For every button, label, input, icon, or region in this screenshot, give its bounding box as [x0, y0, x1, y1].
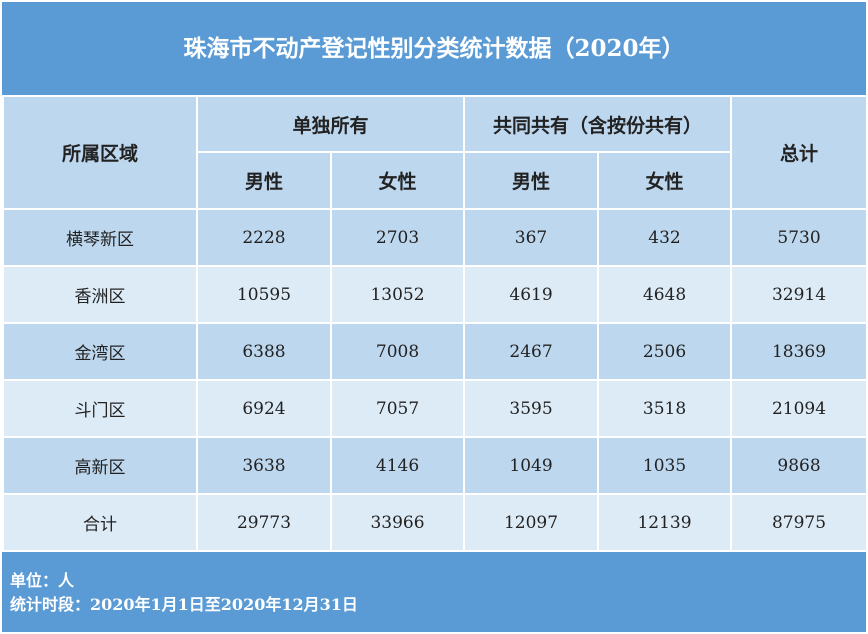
- value-cell: 367: [463, 208, 600, 267]
- region-cell: 金湾区: [2, 322, 198, 381]
- value-cell: 4146: [329, 436, 466, 495]
- value-cell: 33966: [329, 493, 466, 552]
- value-cell: 32914: [730, 265, 868, 324]
- value-cell: 2467: [463, 322, 600, 381]
- value-cell: 12139: [597, 493, 733, 552]
- header-cell: 总计: [730, 95, 868, 210]
- value-cell: 2703: [329, 208, 466, 267]
- table: 所属区域 单独所有 共同共有（含按份共有） 总计 男性 女性 男性 女性 横琴新…: [2, 95, 868, 552]
- header-cell: 所属区域: [2, 95, 198, 210]
- value-cell: 12097: [463, 493, 600, 552]
- value-cell: 3638: [196, 436, 332, 495]
- value-cell: 4619: [463, 265, 600, 324]
- table-row: 斗门区 6924 7057 3595 3518 21094: [2, 379, 868, 438]
- value-cell: 1049: [463, 436, 600, 495]
- value-cell: 5730: [730, 208, 868, 267]
- region-cell: 横琴新区: [2, 208, 198, 267]
- header-cell: 男性: [463, 151, 600, 210]
- footer-unit: 单位：人: [10, 571, 75, 590]
- value-cell: 432: [597, 208, 733, 267]
- table-row: 合计 29773 33966 12097 12139 87975: [2, 493, 868, 552]
- header-cell: 男性: [196, 151, 332, 210]
- value-cell: 7057: [329, 379, 466, 438]
- value-cell: 2228: [196, 208, 332, 267]
- header-cell: 女性: [597, 151, 733, 210]
- value-cell: 29773: [196, 493, 332, 552]
- value-cell: 21094: [730, 379, 868, 438]
- value-cell: 87975: [730, 493, 868, 552]
- table-body: 横琴新区 2228 2703 367 432 5730 香洲区 10595 13052 4619 4…: [2, 208, 868, 552]
- value-cell: 18369: [730, 322, 868, 381]
- value-cell: 9868: [730, 436, 868, 495]
- value-cell: 3518: [597, 379, 733, 438]
- footer-period: 统计时段：2020年1月1日至2020年12月31日: [10, 595, 358, 614]
- value-cell: 4648: [597, 265, 733, 324]
- header-cell: 女性: [329, 151, 466, 210]
- header-cell: 单独所有: [195, 95, 466, 153]
- table-row: 横琴新区 2228 2703 367 432 5730: [2, 208, 868, 267]
- table-row: 高新区 3638 4146 1049 1035 9868: [2, 436, 868, 495]
- value-cell: 3595: [463, 379, 600, 438]
- value-cell: 6924: [196, 379, 332, 438]
- table-row: 金湾区 6388 7008 2467 2506 18369: [2, 322, 868, 381]
- value-cell: 7008: [329, 322, 466, 381]
- region-cell: 香洲区: [2, 265, 198, 324]
- value-cell: 1035: [597, 436, 733, 495]
- header-cell: 共同共有（含按份共有）: [463, 95, 733, 153]
- footer: 单位：人 统计时段：2020年1月1日至2020年12月31日: [2, 552, 866, 617]
- value-cell: 2506: [597, 322, 733, 381]
- region-cell: 斗门区: [2, 379, 198, 438]
- region-cell: 合计: [2, 493, 198, 552]
- value-cell: 10595: [196, 265, 332, 324]
- table-row: 香洲区 10595 13052 4619 4648 32914: [2, 265, 868, 324]
- value-cell: 6388: [196, 322, 332, 381]
- region-cell: 高新区: [2, 436, 198, 495]
- title: 珠海市不动产登记性别分类统计数据（2020年）: [183, 35, 685, 62]
- value-cell: 13052: [329, 265, 466, 324]
